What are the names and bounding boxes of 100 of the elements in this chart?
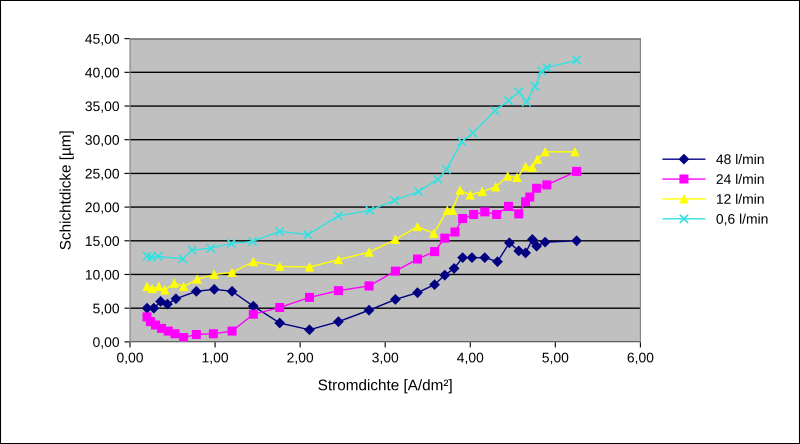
point	[170, 293, 182, 304]
point	[228, 268, 237, 277]
legend-label: 0,6 l/min	[716, 214, 768, 226]
point	[521, 162, 530, 172]
point	[148, 284, 157, 294]
point	[364, 205, 375, 216]
point	[530, 81, 540, 92]
x-tick-label: 1,00	[202, 352, 228, 364]
point	[536, 66, 547, 76]
point	[364, 304, 374, 316]
point	[512, 172, 522, 182]
point	[412, 287, 423, 298]
point	[532, 184, 542, 193]
point	[413, 186, 424, 197]
y-tick-label: 40,00	[85, 68, 120, 80]
x-axis-title: Stromdichte [A/dm²]	[318, 379, 452, 394]
y-tick-label: 35,00	[85, 101, 120, 113]
point	[390, 234, 400, 244]
y-tick-label: 20,00	[86, 202, 120, 214]
point	[504, 202, 514, 211]
x-tick-label: 0,00	[117, 352, 143, 364]
x-tick-label: 2,00	[287, 352, 314, 364]
y-axis-title: Schichtdicke [µm]	[59, 131, 74, 250]
point	[521, 96, 532, 107]
point	[440, 234, 450, 243]
point	[170, 278, 179, 288]
point	[274, 226, 285, 236]
point	[304, 292, 314, 302]
point	[248, 257, 258, 266]
point	[458, 214, 468, 224]
point	[572, 55, 582, 66]
point	[448, 263, 460, 274]
point	[466, 190, 475, 200]
point	[178, 254, 188, 264]
point	[571, 236, 582, 246]
point	[439, 270, 450, 280]
point	[429, 228, 438, 238]
point	[520, 248, 531, 258]
point	[504, 96, 514, 106]
point	[413, 222, 422, 232]
point	[441, 164, 452, 174]
point	[528, 162, 537, 172]
point	[525, 192, 534, 202]
point	[390, 266, 400, 276]
point	[540, 147, 550, 156]
point	[333, 210, 344, 221]
point	[504, 238, 515, 248]
x-tick-label: 3,00	[372, 352, 398, 364]
point	[275, 262, 284, 271]
y-tick-label: 45,00	[85, 34, 120, 46]
point	[492, 210, 502, 220]
point	[192, 274, 202, 284]
point	[429, 279, 440, 290]
point	[208, 329, 218, 338]
point	[304, 262, 314, 272]
y-tick-label: 0,00	[93, 337, 120, 349]
point	[542, 62, 552, 73]
point	[492, 256, 503, 267]
point	[469, 210, 478, 220]
point	[413, 254, 422, 264]
point	[334, 255, 343, 264]
point	[532, 154, 542, 164]
point	[274, 318, 285, 328]
point	[432, 174, 443, 184]
point	[491, 182, 500, 192]
point	[226, 238, 236, 248]
point	[210, 270, 219, 280]
point	[570, 147, 580, 156]
point	[430, 247, 440, 256]
point	[456, 136, 467, 147]
point	[468, 128, 478, 138]
point	[191, 286, 202, 297]
point	[304, 324, 315, 336]
point	[478, 187, 487, 196]
y-tick-label: 15,00	[86, 236, 120, 248]
point	[514, 209, 524, 218]
point	[364, 248, 374, 257]
point	[456, 186, 465, 195]
point	[513, 246, 524, 256]
point	[466, 252, 478, 263]
point	[390, 294, 401, 305]
point	[480, 207, 490, 216]
point	[302, 230, 313, 240]
point	[531, 240, 542, 252]
point	[148, 302, 160, 314]
x-tick-label: 4,00	[457, 352, 484, 364]
point	[390, 195, 400, 206]
point	[247, 236, 258, 246]
point	[170, 329, 180, 338]
point	[206, 243, 216, 254]
point	[208, 284, 220, 295]
point	[179, 282, 188, 292]
point	[275, 302, 284, 312]
point	[192, 330, 201, 339]
point	[490, 106, 500, 116]
point	[187, 245, 198, 256]
point	[179, 332, 188, 342]
point	[572, 166, 582, 176]
point	[514, 86, 524, 97]
point	[160, 285, 170, 295]
